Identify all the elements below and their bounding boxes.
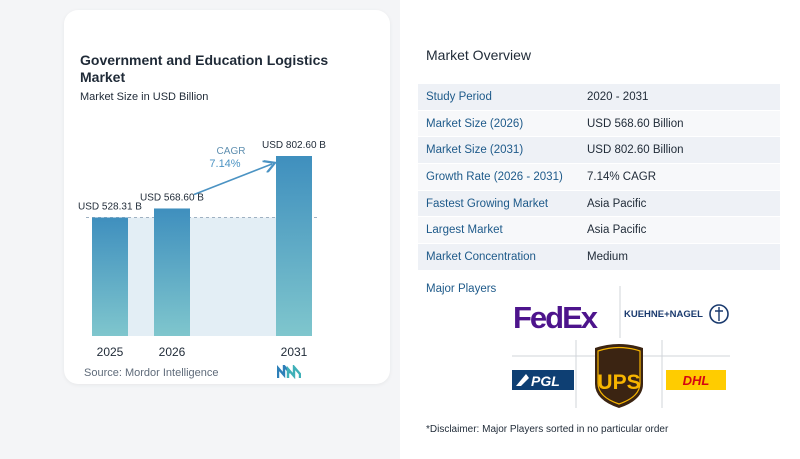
overview-label: Largest Market [426,224,503,237]
major-players-logos: FedEx KUEHNE+NAGEL PGL UPS DHL [512,286,730,408]
overview-value: Medium [587,250,628,263]
overview-label: Market Size (2031) [426,144,524,157]
overview-value: USD 568.60 Billion [587,117,684,130]
kuehne-nagel-logo: KUEHNE+NAGEL [624,304,729,324]
major-players-title: Major Players [426,283,497,295]
bar-2031 [276,156,312,336]
pgl-text: PGL [531,373,560,389]
dhl-text: DHL [683,373,710,388]
overview-label: Study Period [426,90,492,103]
overview-row: Market Concentration Medium [418,244,780,271]
overview-row: Study Period 2020 - 2031 [418,84,780,111]
tick-label-2026: 2026 [159,345,186,359]
overview-row: Fastest Growing Market Asia Pacific [418,190,780,218]
overview-value: Asia Pacific [587,197,647,210]
overview-row: Growth Rate (2026 - 2031) 7.14% CAGR [418,164,780,191]
data-label-2025: USD 528.31 B [78,202,142,213]
overview-panel: Market Overview Study Period 2020 - 2031 … [400,0,800,459]
chart-subtitle: Market Size in USD Billion [80,91,209,103]
ups-logo: UPS [595,344,643,408]
overview-label: Market Size (2026) [426,117,524,130]
pgl-logo: PGL [512,370,574,390]
tick-label-2025: 2025 [97,345,124,359]
overview-table: Study Period 2020 - 2031 Market Size (202… [418,84,780,271]
overview-label: Fastest Growing Market [426,197,549,210]
data-label-2031: USD 802.60 B [262,140,326,151]
overview-label: Growth Rate (2026 - 2031) [426,170,563,183]
overview-value: 7.14% CAGR [587,170,657,183]
source-note: Source: Mordor Intelligence [84,367,219,379]
chart-title: Government and Education Logistics Marke… [80,52,329,85]
bar-2026 [154,208,190,336]
fedex-logo: FedEx [513,300,601,335]
kuehne-nagel-text: KUEHNE+NAGEL [624,309,703,320]
fedex-logo-fed: FedEx [513,300,599,335]
disclaimer: *Disclaimer: Major Players sorted in no … [426,424,669,435]
dhl-logo: DHL [666,370,726,390]
data-label-2026: USD 568.60 B [140,192,204,203]
cagr-arrow [193,164,272,196]
overview-label: Market Concentration [426,250,536,263]
tick-label-2031: 2031 [281,345,308,359]
overview-value: USD 802.60 Billion [587,144,684,157]
overview-row: Market Size (2026) USD 568.60 Billion [418,110,780,138]
overview-value: 2020 - 2031 [587,90,649,103]
overview-value: Asia Pacific [587,224,647,237]
overview-row: Largest Market Asia Pacific [418,217,780,245]
ups-text: UPS [597,371,640,394]
cagr-label: CAGR [217,146,246,157]
bar-2025 [92,217,128,336]
mordor-intelligence-logo [277,365,301,379]
market-overview-title: Market Overview [426,47,532,63]
overview-row: Market Size (2031) USD 802.60 Billion [418,137,780,165]
chart-card: Government and Education Logistics Marke… [64,10,390,384]
cagr-value: 7.14% [209,158,240,170]
market-size-chart: USD 528.31 B 2025 USD 568.60 B 2026 USD 802.… [78,140,326,359]
